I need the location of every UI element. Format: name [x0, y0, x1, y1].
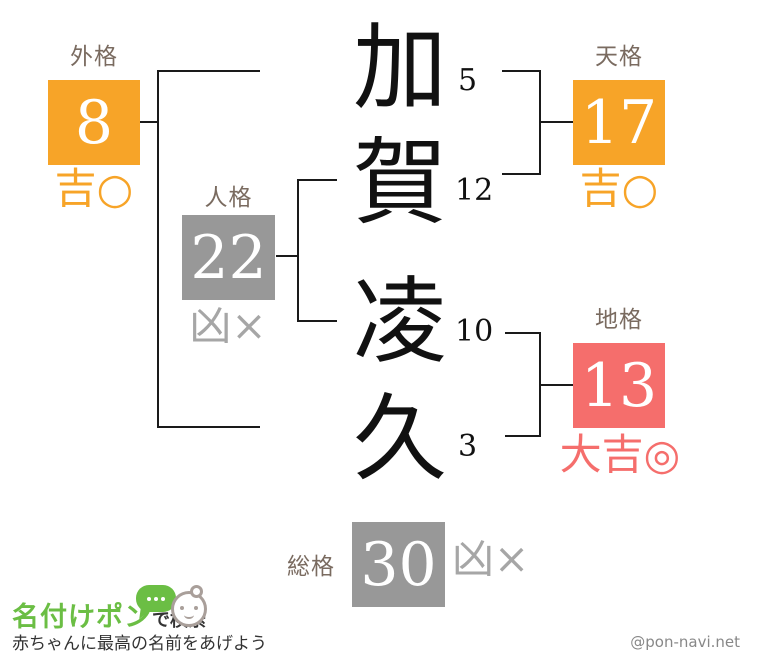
soukaku-value: 30: [360, 529, 437, 600]
jinkaku-label: 人格: [204, 185, 253, 211]
tenkaku-label: 天格: [595, 44, 643, 70]
tenkaku-luck: 吉○: [579, 164, 659, 213]
jinkaku-value: 22: [190, 222, 267, 293]
bracket-gaikaku-bottom-arm: [157, 426, 260, 428]
bracket-gaikaku-connector: [140, 121, 157, 123]
jinkaku-box: 22: [182, 215, 275, 300]
tenkaku-value: 17: [580, 87, 658, 158]
chikaku-label: 地格: [595, 307, 643, 333]
speech-bubble-icon: [136, 585, 176, 621]
gaikaku-label: 外格: [70, 44, 118, 70]
bracket-chikaku-bottom-arm: [505, 435, 541, 437]
stroke-count-2: 12: [455, 173, 494, 208]
chikaku-box: 13: [573, 343, 665, 428]
soukaku-box: 30: [352, 522, 445, 607]
stroke-count-1: 5: [458, 63, 478, 98]
bracket-jinkaku-connector: [276, 255, 297, 257]
logo-tagline: 赤ちゃんに最高の名前をあげよう: [12, 634, 267, 654]
bracket-gaikaku-top-arm: [157, 70, 260, 72]
baby-hair-curl: [190, 585, 203, 598]
name-char-4: 久: [352, 385, 447, 494]
gaikaku-luck: 吉○: [54, 164, 134, 213]
baby-eye: [180, 606, 184, 610]
site-credit: @pon-navi.net: [630, 633, 740, 651]
gaikaku-box: 8: [48, 80, 140, 165]
stroke-count-3: 10: [455, 314, 494, 349]
name-char-1: 加: [352, 14, 447, 123]
logo-brand-text: 名付けポン: [12, 602, 152, 633]
bubble-tail: [139, 607, 152, 621]
bubble-dot: [161, 596, 165, 601]
bracket-chikaku-vertical: [539, 332, 541, 437]
bracket-jinkaku-bottom-arm: [297, 320, 337, 322]
bracket-gaikaku-vertical: [157, 70, 159, 428]
soukaku-label: 総格: [287, 554, 335, 580]
jinkaku-luck: 凶×: [189, 301, 267, 350]
bracket-jinkaku-top-arm: [297, 179, 337, 181]
gaikaku-value: 8: [74, 87, 114, 158]
bracket-tenkaku-bottom-arm: [502, 173, 541, 175]
chikaku-luck: 大吉◎: [559, 430, 681, 479]
baby-mouth: [184, 611, 194, 619]
bracket-tenkaku-connector: [541, 121, 573, 123]
bubble-dot: [147, 596, 151, 601]
bracket-tenkaku-top-arm: [502, 70, 541, 72]
chikaku-value: 13: [580, 350, 658, 421]
stroke-count-4: 3: [458, 429, 478, 464]
soukaku-luck: 凶×: [452, 534, 530, 583]
baby-face-icon: [171, 585, 207, 627]
bracket-tenkaku-vertical: [539, 70, 541, 175]
name-char-3: 凌: [352, 268, 447, 377]
bracket-chikaku-connector: [541, 384, 573, 386]
bracket-jinkaku-vertical: [297, 179, 299, 322]
baby-eye: [194, 606, 198, 610]
tenkaku-box: 17: [573, 80, 665, 165]
name-char-2: 賀: [352, 129, 447, 238]
bubble-dot: [154, 596, 158, 601]
bracket-chikaku-top-arm: [505, 332, 541, 334]
